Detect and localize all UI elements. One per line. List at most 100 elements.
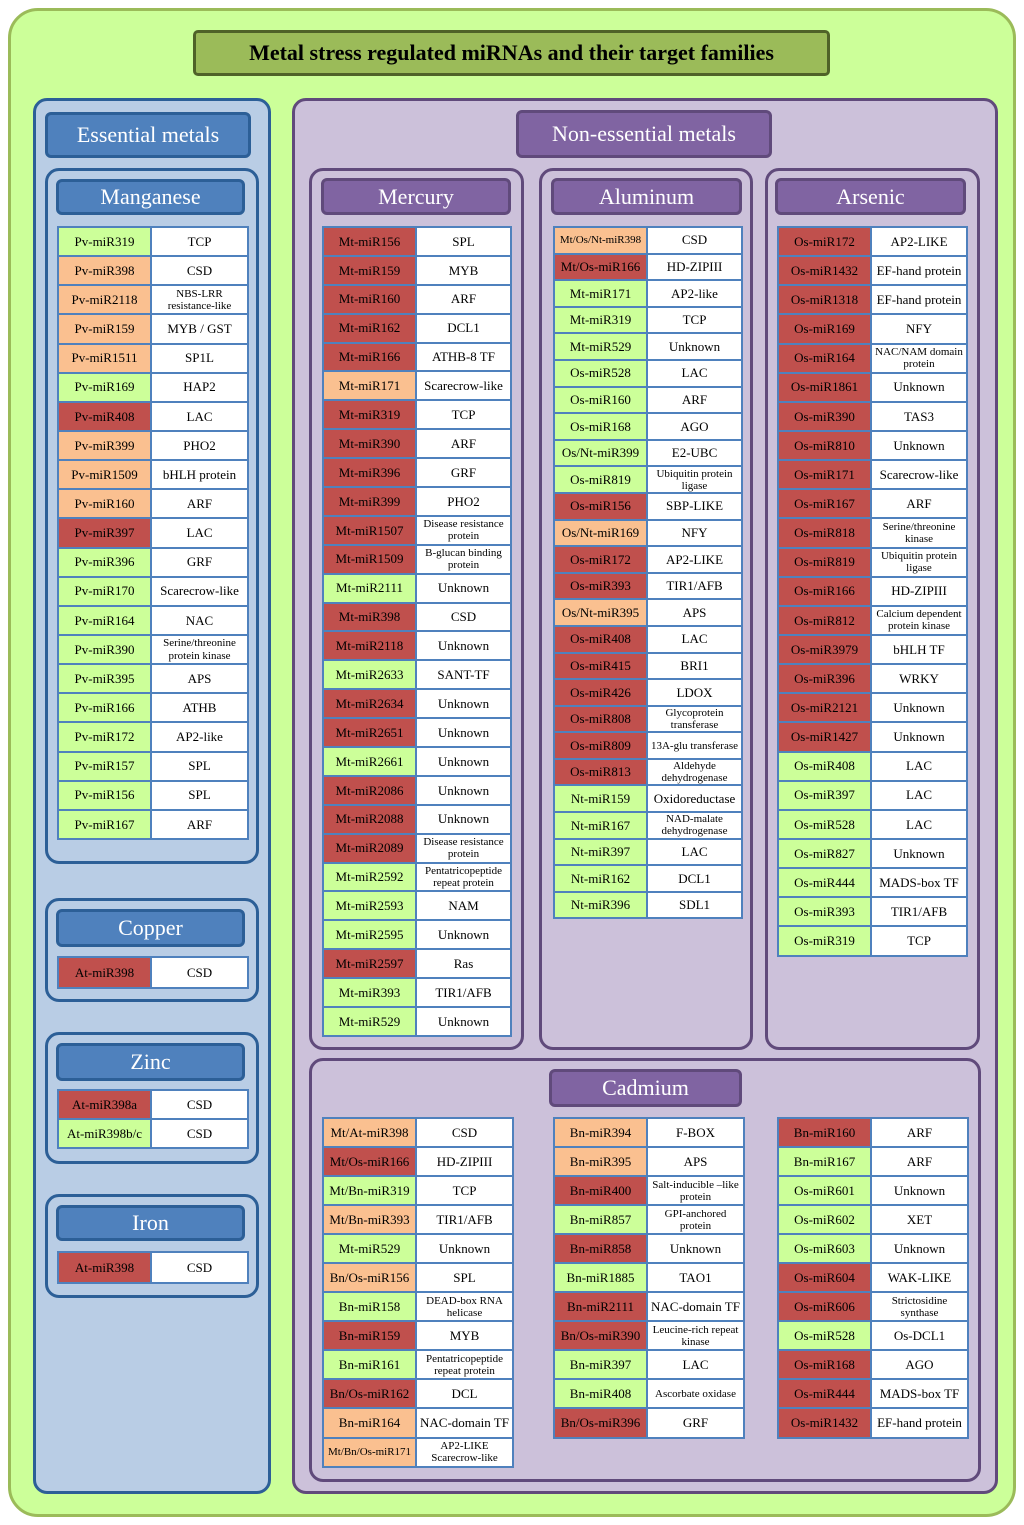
mirna-cell: Mt-miR2592	[322, 861, 417, 893]
target-cell: AGO	[870, 1349, 969, 1381]
table-row: Pv-miR160 ARF	[57, 488, 249, 520]
target-cell: Ubiquitin protein ligase	[646, 465, 743, 494]
table-row: Mt/At-miR398 CSD	[322, 1116, 514, 1149]
mirna-cell: Bn-miR164	[322, 1407, 417, 1439]
target-cell: AP2-like	[646, 279, 743, 308]
table-row: Bn-miR408 Ascorbate oxidase	[553, 1378, 745, 1410]
mirna-cell: Os-miR528	[777, 808, 872, 840]
target-cell: AP2-LIKE	[870, 225, 968, 258]
target-cell: ARF	[415, 428, 512, 460]
target-cell: CSD	[646, 226, 743, 255]
target-cell: Unknown	[415, 746, 512, 777]
target-cell: TAO1	[646, 1262, 745, 1294]
target-cell: Unknown	[870, 721, 968, 753]
target-cell: SPL	[150, 779, 249, 811]
target-cell: TCP	[870, 925, 968, 957]
mirna-cell: Pv-miR408	[57, 400, 152, 432]
mirna-cell: Bn-miR2111	[553, 1291, 648, 1323]
mirna-cell: Bn-miR1885	[553, 1262, 648, 1294]
target-cell: Calcium dependent protein kinase	[870, 604, 968, 636]
mirna-cell: At-miR398	[57, 956, 152, 989]
table-row: Os-miR808 Glycoprotein transferase	[553, 704, 743, 734]
target-cell: LAC	[150, 517, 249, 549]
table-row: Mt-miR2595 Unknown	[322, 919, 512, 951]
target-cell: NAC-domain TF	[646, 1291, 745, 1323]
mirna-cell: Mt-miR390	[322, 428, 417, 460]
target-cell: ARF	[870, 1116, 969, 1149]
target-cell: TIR1/AFB	[646, 571, 743, 601]
table-row: Bn-miR167 ARF	[777, 1146, 969, 1178]
target-cell: Scarecrow-like	[415, 370, 512, 402]
mirna-cell: Nt-miR167	[553, 811, 648, 840]
mirna-cell: Os-miR819	[777, 546, 872, 578]
table-row: Bn-miR397 LAC	[553, 1349, 745, 1381]
target-cell: TCP	[415, 399, 512, 431]
mirna-cell: Pv-miR398	[57, 255, 152, 287]
target-cell: Scarecrow-like	[870, 459, 968, 491]
target-cell: SDL1	[646, 890, 743, 920]
mirna-cell: Mt/Os/Nt-miR398	[553, 226, 648, 255]
target-cell: Os-DCL1	[870, 1320, 969, 1352]
table-row: Mt-miR2633 SANT-TF	[322, 659, 512, 691]
target-cell: TCP	[415, 1175, 514, 1207]
target-cell: Unknown	[870, 1233, 969, 1265]
mirna-cell: Os-miR1432	[777, 255, 872, 287]
table-row: At-miR398 CSD	[57, 956, 249, 989]
target-cell: Unknown	[870, 429, 968, 462]
table-row: Os-miR1318 EF-hand protein	[777, 284, 968, 316]
table-row: Mt-miR393 TIR1/AFB	[322, 977, 512, 1009]
table-row: Os-miR528 LAC	[777, 808, 968, 840]
table-row: Os-miR819 Ubiquitin protein ligase	[553, 465, 743, 494]
target-cell: Unknown	[415, 1006, 512, 1037]
table-row: Bn-miR857 GPI-anchored protein	[553, 1204, 745, 1236]
mirna-cell: Mt-miR159	[322, 254, 417, 286]
target-cell: Unknown	[415, 774, 512, 806]
table-row: Mt-miR171 AP2-like	[553, 279, 743, 308]
mirna-cell: Os/Nt-miR169	[553, 518, 648, 548]
table-row: Mt-miR529 Unknown	[322, 1233, 514, 1265]
mirna-cell: Bn/Os-miR390	[553, 1320, 648, 1352]
target-cell: ARF	[646, 385, 743, 415]
target-cell: ATHB-8 TF	[415, 341, 512, 373]
target-cell: F-BOX	[646, 1116, 745, 1149]
table-row: Bn-miR858 Unknown	[553, 1233, 745, 1265]
target-cell: SPL	[150, 750, 249, 782]
table-row: Os-miR156 SBP-LIKE	[553, 491, 743, 521]
table-row: Os-miR809 13A-glu transferase	[553, 731, 743, 760]
table-row: Os-miR168 AGO	[553, 412, 743, 441]
mirna-cell: Mt-miR529	[553, 332, 648, 361]
mirna-cell: Os-miR3979	[777, 633, 872, 666]
target-cell: DCL1	[646, 864, 743, 893]
mirna-cell: Os-miR810	[777, 429, 872, 462]
table-row: Os-miR1427 Unknown	[777, 721, 968, 753]
table-row: Os-miR169 NFY	[777, 313, 968, 345]
mirna-cell: Mt-miR2111	[322, 572, 417, 604]
table-row: Os-miR168 AGO	[777, 1349, 969, 1381]
mirna-cell: Os-miR812	[777, 604, 872, 636]
mirna-cell: Mt-miR171	[322, 370, 417, 402]
zinc-table: At-miR398a CSD At-miR398b/c CSD	[57, 1089, 249, 1149]
table-row: Pv-miR2118 NBS-LRR resistance-like	[57, 284, 249, 316]
table-row: Os-miR606 Strictosidine synthase	[777, 1291, 969, 1323]
table-row: Os-miR171 Scarecrow-like	[777, 459, 968, 491]
arsenic-header: Arsenic	[775, 178, 966, 215]
target-cell: SPL	[415, 1262, 514, 1294]
table-row: Os-miR2121 Unknown	[777, 692, 968, 724]
table-row: Pv-miR390 Serine/threonine protein kinase	[57, 633, 249, 666]
target-cell: NFY	[646, 518, 743, 548]
table-row: Bn-miR400 Salt-inducible –like protein	[553, 1175, 745, 1207]
mirna-cell: Bn/Os-miR396	[553, 1407, 648, 1439]
table-row: Os-miR601 Unknown	[777, 1175, 969, 1207]
target-cell: Scarecrow-like	[150, 575, 249, 607]
target-cell: NAD-malate dehydrogenase	[646, 811, 743, 840]
target-cell: APS	[646, 598, 743, 627]
table-row: Mt-miR399 PHO2	[322, 486, 512, 517]
table-row: Mt-miR319 TCP	[322, 399, 512, 431]
table-row: Pv-miR1511 SP1L	[57, 342, 249, 374]
mirna-cell: Mt-miR2086	[322, 774, 417, 806]
target-cell: TIR1/AFB	[415, 977, 512, 1009]
target-cell: PHO2	[415, 486, 512, 517]
mirna-cell: Os-miR390	[777, 400, 872, 432]
table-row: Mt-miR2661 Unknown	[322, 746, 512, 777]
table-row: Os-miR812 Calcium dependent protein kinas…	[777, 604, 968, 636]
